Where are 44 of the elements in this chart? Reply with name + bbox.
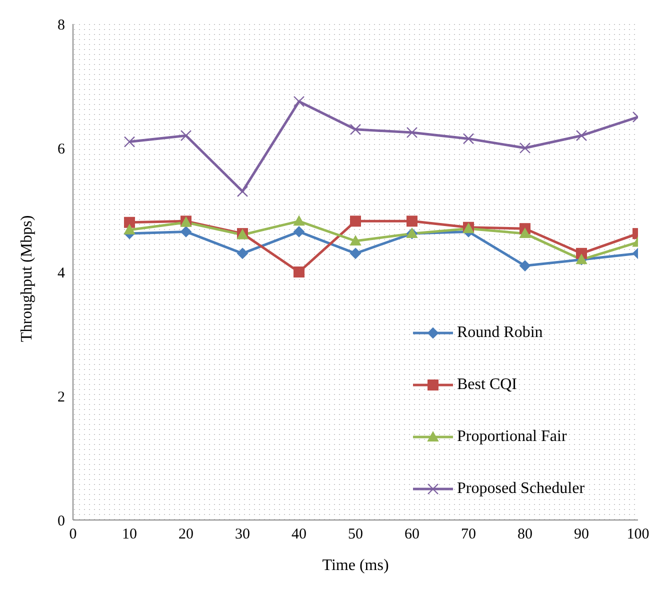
point [350,124,362,135]
point [350,236,361,246]
y-tick-label: 8 [58,17,65,34]
x-tick-label: 10 [122,526,137,543]
point [294,226,304,238]
point [180,130,192,142]
x-tick-label: 70 [461,526,476,543]
point [124,136,136,148]
point [520,260,530,272]
point [236,186,248,197]
legend-label: Proposed Scheduler [457,480,585,498]
x-tick-label: 0 [69,526,77,543]
x-tick-label: 90 [574,526,589,543]
point [124,224,135,234]
point [294,266,304,278]
x-tick-label: 30 [235,526,250,543]
x-tick-label: 100 [626,526,650,543]
point [293,96,305,108]
y-tick-label: 4 [58,265,66,282]
x-tick-label: 40 [292,526,306,543]
x-tick-label: 20 [178,526,194,543]
point [350,216,361,227]
point [350,248,361,259]
point [520,228,530,238]
point [576,130,588,142]
point [294,216,304,226]
x-tick-label: 50 [348,526,363,543]
point [462,133,474,144]
point [406,126,418,138]
y-tick-label: 0 [58,513,65,530]
x-tick-label: 60 [404,526,420,543]
point [406,216,418,227]
legend-label: Proportional Fair [457,428,567,446]
point [180,226,192,238]
point [519,142,531,154]
legend-label: Round Robin [457,324,543,342]
point [237,248,248,259]
x-axis-title: Time (ms) [322,557,389,574]
y-tick-label: 6 [58,141,66,158]
point [124,216,135,228]
y-axis-title: Throughput (Mbps) [18,215,36,342]
x-tick-label: 80 [518,526,532,543]
y-tick-label: 2 [58,389,65,406]
legend-label: Best CQI [457,376,517,394]
